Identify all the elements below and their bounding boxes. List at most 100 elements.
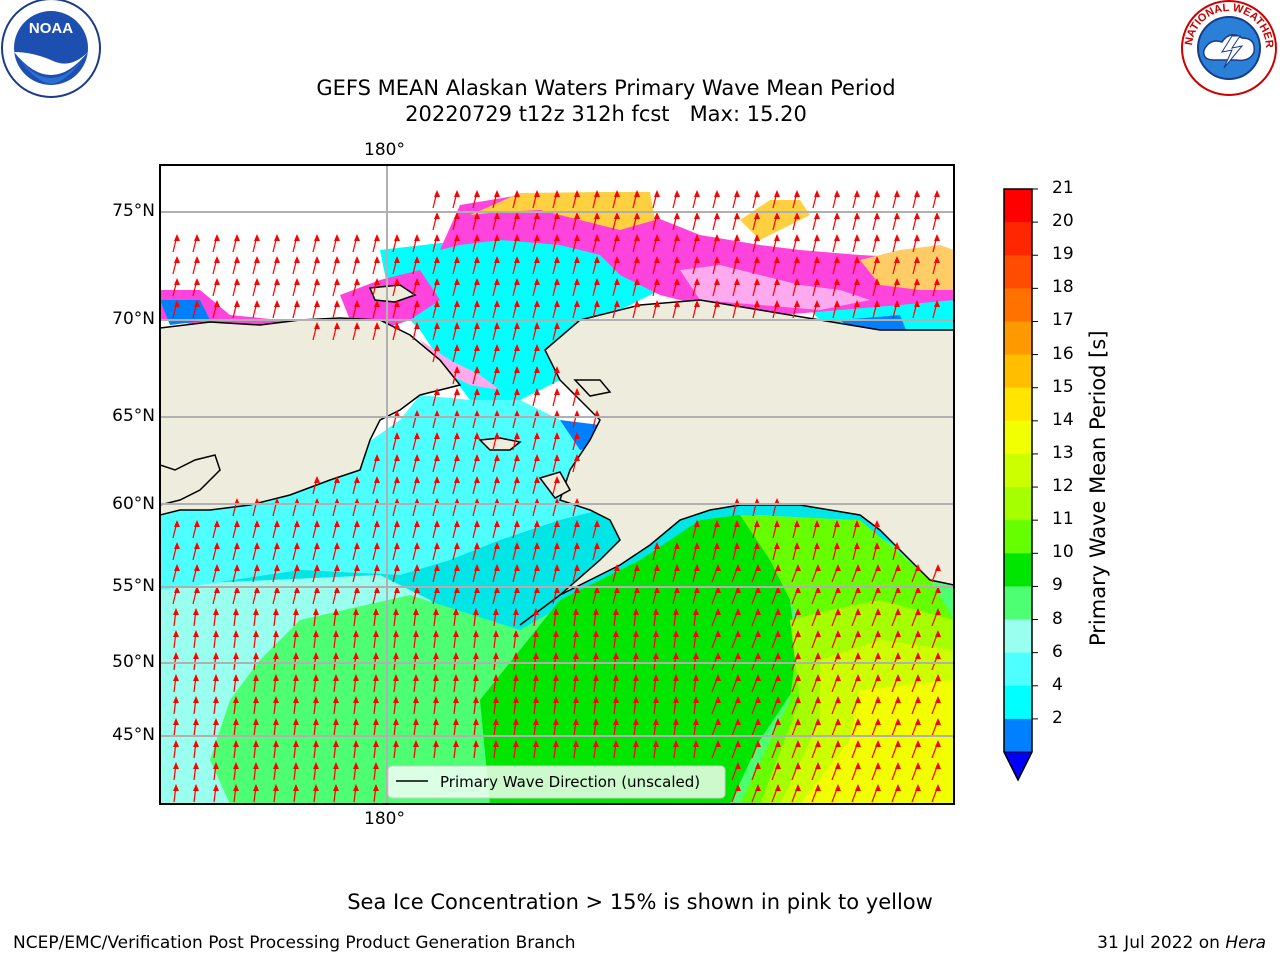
wave-direction-arrow: [312, 278, 320, 297]
wave-direction-arrow: [353, 674, 359, 693]
wave-direction-arrow: [891, 674, 901, 693]
wave-direction-arrow: [532, 564, 540, 583]
wave-direction-arrow: [752, 300, 760, 319]
wave-direction-arrow: [931, 696, 941, 715]
wave-direction-arrow: [891, 696, 901, 715]
wave-direction-arrow: [672, 190, 680, 209]
wave-direction-arrow: [433, 674, 439, 693]
lat-label: 70°N: [112, 309, 155, 329]
wave-direction-arrow: [552, 432, 560, 451]
wave-direction-arrow: [233, 608, 239, 627]
wave-direction-arrow: [193, 608, 199, 627]
wave-direction-arrow: [692, 300, 700, 319]
wave-direction-arrow: [912, 278, 920, 297]
wave-direction-arrow: [552, 410, 560, 429]
wave-direction-arrow: [213, 608, 219, 627]
wave-direction-arrow: [232, 586, 240, 605]
wave-direction-arrow: [253, 740, 259, 759]
wave-direction-arrow: [871, 564, 881, 583]
wave-direction-arrow: [911, 740, 921, 759]
wave-direction-arrow: [791, 696, 801, 715]
wave-direction-arrow: [592, 234, 600, 253]
wave-direction-arrow: [312, 586, 320, 605]
wave-direction-arrow: [493, 740, 499, 759]
wave-direction-arrow: [891, 564, 901, 583]
wave-direction-arrow: [731, 784, 741, 803]
wave-direction-arrow: [831, 674, 841, 693]
wave-direction-arrow: [492, 190, 500, 209]
wave-direction-arrow: [272, 564, 280, 583]
wave-direction-arrow: [711, 740, 721, 759]
wave-direction-arrow: [452, 234, 460, 253]
wave-direction-arrow: [352, 542, 360, 561]
wave-direction-arrow: [632, 300, 640, 319]
wave-direction-arrow: [931, 718, 941, 737]
wave-direction-arrow: [472, 542, 480, 561]
colorbar-tick-label: 20: [1052, 211, 1074, 232]
wave-direction-arrow: [393, 718, 399, 737]
wave-direction-arrow: [832, 542, 840, 561]
wave-direction-arrow: [252, 542, 260, 561]
wave-direction-arrow: [532, 212, 540, 231]
wave-direction-arrow: [892, 190, 900, 209]
wave-direction-arrow: [273, 696, 279, 715]
wave-direction-arrow: [912, 300, 920, 319]
wave-direction-arrow: [512, 542, 520, 561]
wave-direction-arrow: [272, 234, 280, 253]
wave-direction-arrow: [851, 762, 861, 781]
wave-direction-arrow: [871, 740, 881, 759]
wave-direction-arrow: [492, 542, 500, 561]
wave-direction-arrow: [172, 542, 180, 561]
wave-direction-arrow: [553, 608, 559, 627]
wave-direction-arrow: [732, 234, 740, 253]
wave-direction-arrow: [832, 190, 840, 209]
wave-direction-arrow: [692, 564, 700, 583]
wave-direction-arrow: [253, 784, 259, 803]
map-frame: [159, 164, 955, 805]
wave-direction-arrow: [532, 256, 540, 275]
wave-direction-arrow: [192, 278, 200, 297]
wave-direction-arrow: [413, 718, 419, 737]
wave-direction-arrow: [252, 520, 260, 539]
wave-direction-arrow: [632, 234, 640, 253]
wave-direction-arrow: [711, 564, 721, 583]
wave-direction-arrow: [573, 630, 579, 649]
wave-direction-arrow: [512, 586, 520, 605]
wave-direction-arrow: [553, 740, 559, 759]
wave-direction-arrow: [892, 278, 900, 297]
wave-direction-arrow: [931, 740, 941, 759]
wave-direction-arrow: [392, 256, 400, 275]
wave-direction-arrow: [771, 674, 781, 693]
wave-direction-arrow: [173, 608, 179, 627]
wave-direction-arrow: [433, 696, 439, 715]
wave-direction-arrow: [911, 630, 921, 649]
wave-direction-arrow: [872, 542, 880, 561]
wave-direction-arrow: [172, 278, 180, 297]
wave-direction-arrow: [373, 630, 379, 649]
wave-direction-arrow: [751, 630, 761, 649]
wave-direction-arrow: [213, 740, 219, 759]
wave-direction-arrow: [193, 674, 199, 693]
wave-direction-arrow: [572, 586, 580, 605]
wave-direction-arrow: [453, 696, 459, 715]
wave-direction-arrow: [412, 234, 420, 253]
wave-direction-arrow: [772, 542, 780, 561]
wave-direction-arrow: [472, 256, 480, 275]
wave-direction-arrow: [453, 740, 459, 759]
wave-direction-arrow: [472, 410, 480, 429]
wave-direction-arrow: [273, 740, 279, 759]
wave-direction-arrow: [213, 696, 219, 715]
wave-direction-arrow: [512, 454, 520, 473]
wave-direction-arrow: [871, 674, 881, 693]
wave-direction-arrow: [831, 718, 841, 737]
wave-direction-arrow: [212, 542, 220, 561]
wave-direction-arrow: [613, 630, 619, 649]
wave-direction-arrow: [293, 740, 299, 759]
wave-direction-arrow: [653, 740, 659, 759]
wave-direction-arrow: [252, 564, 260, 583]
colorbar-tick-label: 19: [1052, 244, 1074, 265]
wave-direction-arrow: [771, 608, 781, 627]
wave-direction-arrow: [751, 718, 761, 737]
wave-direction-arrow: [592, 190, 600, 209]
wave-direction-arrow: [372, 322, 380, 341]
